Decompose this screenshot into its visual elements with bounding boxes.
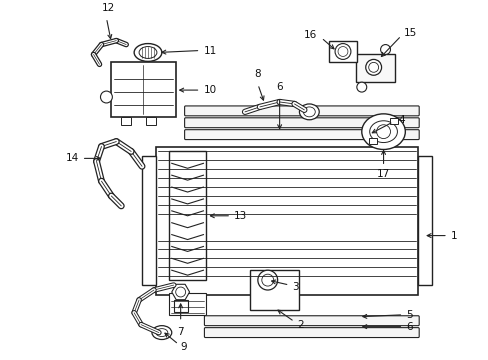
Text: 16: 16 [304, 30, 317, 40]
Ellipse shape [134, 44, 162, 62]
Bar [390, 118, 398, 124]
Ellipse shape [139, 46, 157, 58]
Bar [142, 156, 156, 285]
Bar [368, 138, 376, 144]
Bar [121, 117, 131, 125]
Ellipse shape [380, 45, 390, 54]
FancyBboxPatch shape [204, 328, 418, 338]
FancyBboxPatch shape [204, 316, 418, 326]
Bar [156, 147, 417, 295]
Text: 10: 10 [203, 85, 216, 95]
Ellipse shape [101, 91, 112, 103]
Bar [168, 152, 206, 280]
Text: 13: 13 [234, 211, 247, 221]
Ellipse shape [369, 121, 397, 143]
Text: 6: 6 [406, 321, 412, 332]
Ellipse shape [156, 329, 167, 337]
Ellipse shape [365, 59, 381, 75]
Text: 5: 5 [406, 310, 412, 320]
Text: 11: 11 [203, 45, 216, 55]
Ellipse shape [299, 104, 319, 120]
Text: 12: 12 [102, 3, 115, 13]
Bar [355, 54, 395, 82]
Bar [328, 41, 356, 62]
Ellipse shape [361, 114, 405, 149]
Ellipse shape [334, 44, 350, 59]
Text: 8: 8 [254, 69, 261, 79]
Ellipse shape [152, 326, 171, 339]
Text: 2: 2 [297, 320, 304, 330]
Text: 15: 15 [403, 28, 416, 38]
Text: 9: 9 [180, 342, 187, 352]
FancyBboxPatch shape [184, 106, 418, 116]
Ellipse shape [368, 62, 378, 72]
Text: 7: 7 [177, 327, 183, 337]
Text: 6: 6 [276, 82, 283, 92]
Ellipse shape [261, 274, 273, 286]
Text: 1: 1 [450, 231, 457, 240]
Ellipse shape [303, 107, 315, 117]
Text: 14: 14 [65, 153, 79, 163]
Bar [146, 117, 156, 125]
Text: 17: 17 [376, 169, 389, 179]
Bar [111, 62, 175, 117]
Polygon shape [171, 284, 189, 300]
Ellipse shape [337, 46, 347, 57]
FancyBboxPatch shape [184, 118, 418, 128]
Text: 3: 3 [292, 282, 299, 292]
Bar [173, 300, 187, 312]
FancyBboxPatch shape [184, 130, 418, 140]
Ellipse shape [257, 270, 277, 290]
Ellipse shape [356, 82, 366, 92]
Bar [249, 270, 299, 310]
Bar [417, 156, 431, 285]
Ellipse shape [175, 287, 185, 297]
Ellipse shape [376, 125, 390, 139]
Bar [168, 293, 206, 315]
Text: 4: 4 [398, 115, 404, 125]
